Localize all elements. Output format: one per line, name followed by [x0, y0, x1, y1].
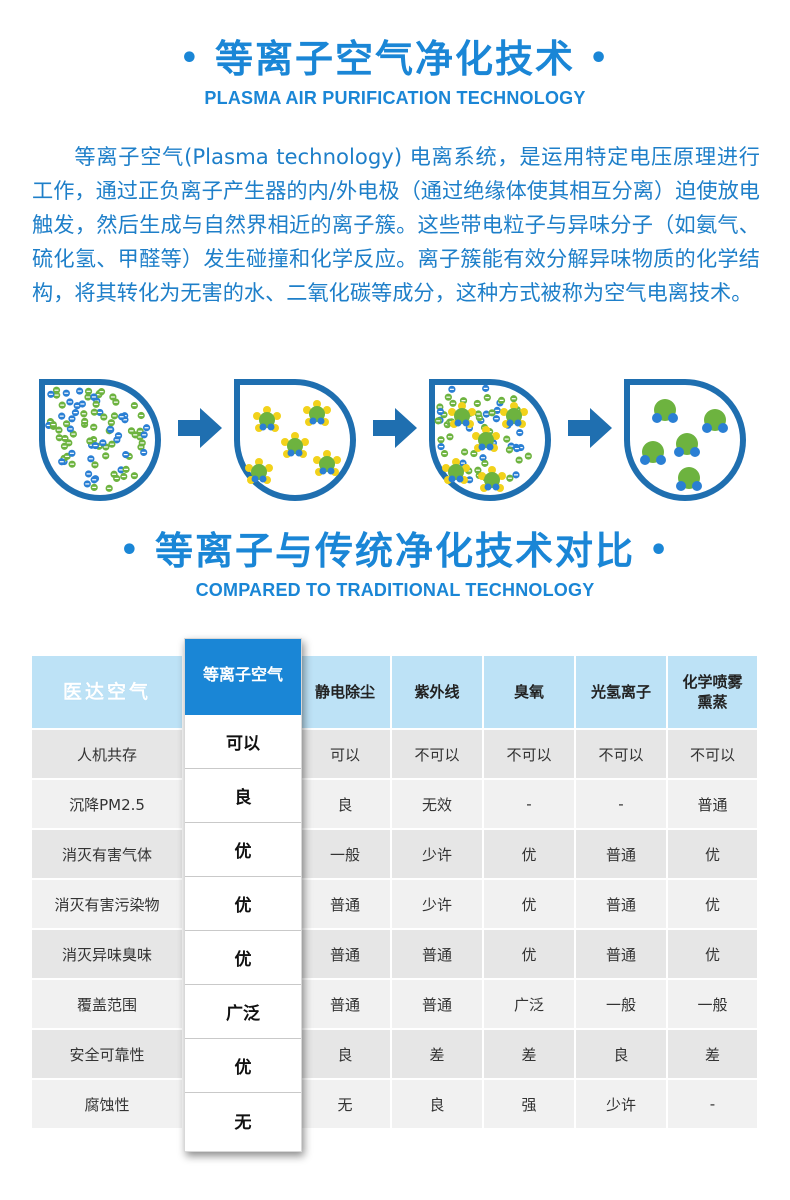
table-cell: 良: [576, 1030, 668, 1080]
table-cell: 不可以: [668, 730, 759, 780]
row-label: 消灭有害污染物: [32, 880, 184, 930]
plasma-cell: 优: [185, 877, 301, 931]
table-cell: 普通: [300, 980, 392, 1030]
table-cell: 普通: [392, 980, 484, 1030]
plasma-cell: 可以: [185, 715, 301, 769]
intro-paragraph: 等离子空气(Plasma technology) 电离系统，是运用特定电压原理进…: [32, 144, 760, 305]
section2-header: • 等离子与传统净化技术对比 • COMPARED TO TRADITIONAL T…: [0, 528, 790, 601]
table-cell: 差: [392, 1030, 484, 1080]
plasma-cell: 无: [234, 1112, 252, 1133]
arrow-right-icon: [178, 408, 222, 448]
table-cell: 普通: [576, 830, 668, 880]
table-cell: 普通: [668, 780, 759, 830]
table-cell: 优: [668, 930, 759, 980]
row-label: 消灭有害气体: [32, 830, 184, 880]
table-cell: 不可以: [484, 730, 576, 780]
column-header: 紫外线: [392, 656, 484, 730]
row-label: 消灭异味臭味: [32, 930, 184, 980]
table-cell: 普通: [300, 880, 392, 930]
table-cell: -: [668, 1080, 759, 1130]
bullet-dot: •: [179, 41, 201, 76]
table-cell: 优: [484, 830, 576, 880]
table-cell: 优: [668, 830, 759, 880]
plasma-process-diagram: [0, 368, 790, 508]
table-cell: 差: [668, 1030, 759, 1080]
section1-title-text: 等离子空气净化技术: [214, 37, 575, 81]
table-cell: 优: [484, 930, 576, 980]
table-cell: 普通: [576, 930, 668, 980]
table-cell: 差: [484, 1030, 576, 1080]
section2-title-text: 等离子与传统净化技术对比: [154, 529, 635, 573]
bullet-dot: •: [649, 533, 671, 568]
plasma-cell: 优: [185, 823, 301, 877]
table-cell: 无: [300, 1080, 392, 1130]
table-cell: 良: [300, 1030, 392, 1080]
stage-3-droplet: [432, 382, 548, 498]
table-cell: 不可以: [576, 730, 668, 780]
row-label: 人机共存: [32, 730, 184, 780]
comparison-table-area: 医达空气 静电除尘 紫外线 臭氧 光氢离子 化学喷雾 熏蒸 人机共存 可以 不可以不…: [32, 638, 759, 1152]
table-header-row: 医达空气 静电除尘 紫外线 臭氧 光氢离子 化学喷雾 熏蒸: [32, 656, 759, 730]
plasma-cell: 良: [185, 769, 301, 823]
row-label: 沉降PM2.5: [32, 780, 184, 830]
bullet-dot: •: [589, 41, 611, 76]
column-header: 化学喷雾 熏蒸: [668, 656, 759, 730]
section1-subtitle: PLASMA AIR PURIFICATION TECHNOLOGY: [204, 88, 586, 108]
table-cell: 无效: [392, 780, 484, 830]
table-cell: 普通: [392, 930, 484, 980]
table-cell: 一般: [576, 980, 668, 1030]
stage-1-droplet: [42, 382, 158, 498]
section1-title: • 等离子空气净化技术 •: [0, 36, 790, 82]
table-cell: 少许: [576, 1080, 668, 1130]
plasma-cell: 优: [185, 1039, 301, 1093]
table-cell: 一般: [300, 830, 392, 880]
table-cell: 一般: [668, 980, 759, 1030]
table-row: 消灭有害气体 一般 少许优普通优: [32, 830, 759, 880]
table-cell: 少许: [392, 880, 484, 930]
brand-header: 医达空气: [32, 656, 184, 730]
table-cell: -: [484, 780, 576, 830]
row-label: 腐蚀性: [32, 1080, 184, 1130]
table-cell: 强: [484, 1080, 576, 1130]
stage-4-droplet: [627, 382, 743, 498]
column-header: 静电除尘: [300, 656, 392, 730]
table-cell: -: [576, 780, 668, 830]
column-header: 光氢离子: [576, 656, 668, 730]
plasma-cell: 优: [185, 931, 301, 985]
table-cell: 优: [484, 880, 576, 930]
table-row: 消灭异味臭味 普通 普通优普通优: [32, 930, 759, 980]
table-row: 覆盖范围 普通 普通 广泛 一般 一般: [32, 980, 759, 1030]
row-label: 安全可靠性: [32, 1030, 184, 1080]
table-row: 消灭有害污染物 普通 少许优普通优: [32, 880, 759, 930]
column-header: 臭氧: [484, 656, 576, 730]
section2-title: • 等离子与传统净化技术对比 •: [0, 528, 790, 574]
arrow-right-icon: [568, 408, 612, 448]
table-row: 腐蚀性无良强少许 -: [32, 1080, 759, 1130]
row-label: 覆盖范围: [32, 980, 184, 1030]
table-cell: 良: [300, 780, 392, 830]
table-cell: 普通: [300, 930, 392, 980]
table-cell: 少许: [392, 830, 484, 880]
plasma-column-header: 等离子空气: [185, 639, 301, 715]
table-cell: 良: [392, 1080, 484, 1130]
plasma-cell: 广泛: [185, 985, 301, 1039]
table-cell: 普通: [576, 880, 668, 930]
section1-header: • 等离子空气净化技术 • PLASMA AIR PURIFICATION TECH…: [0, 36, 790, 109]
plasma-highlight-column: 等离子空气 可以良优优优广泛优无: [184, 638, 302, 1152]
bullet-dot: •: [119, 533, 141, 568]
table-row: 安全可靠性良差差良差: [32, 1030, 759, 1080]
table-cell: 不可以: [392, 730, 484, 780]
table-row: 人机共存 可以 不可以 不可以 不可以 不可以: [32, 730, 759, 780]
table-cell: 可以: [300, 730, 392, 780]
stage-2-droplet: [237, 382, 353, 498]
table-cell: 优: [668, 880, 759, 930]
comparison-table: 医达空气 静电除尘 紫外线 臭氧 光氢离子 化学喷雾 熏蒸 人机共存 可以 不可以不…: [32, 656, 759, 1130]
table-cell: 广泛: [484, 980, 576, 1030]
arrow-right-icon: [373, 408, 417, 448]
table-row: 沉降PM2.5 良无效 - - 普通: [32, 780, 759, 830]
section2-subtitle: COMPARED TO TRADITIONAL TECHNOLOGY: [195, 580, 595, 600]
